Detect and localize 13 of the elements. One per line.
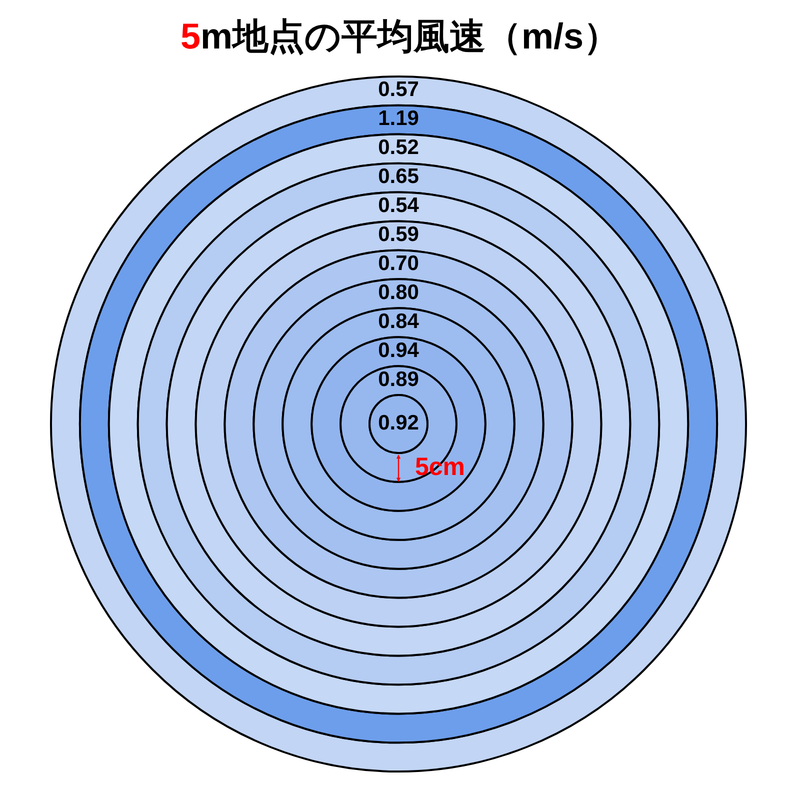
data-label: 0.94 bbox=[378, 338, 420, 362]
data-label: 0.52 bbox=[378, 136, 419, 160]
data-label: 0.65 bbox=[378, 165, 420, 188]
data-label: 0.89 bbox=[378, 368, 419, 391]
data-label: 0.59 bbox=[378, 223, 419, 246]
data-label: 0.70 bbox=[378, 252, 419, 275]
text: 5m地点の平均風速（m/s） bbox=[180, 16, 620, 57]
data-label: 0.80 bbox=[378, 280, 419, 304]
data-label: 0.92 bbox=[378, 411, 419, 434]
data-label: 0.84 bbox=[378, 310, 420, 333]
data-label: 1.19 bbox=[378, 107, 419, 130]
data-label: 0.57 bbox=[378, 78, 419, 102]
data-label: 0.54 bbox=[378, 194, 420, 218]
